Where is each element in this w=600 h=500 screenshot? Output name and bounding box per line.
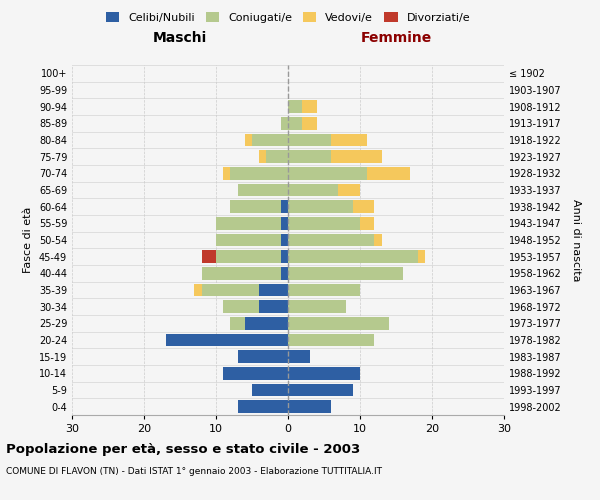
Bar (288, 200, 353, 213)
Bar (288, 100, 302, 113)
Y-axis label: Fasce di età: Fasce di età (23, 207, 33, 273)
Bar (281, 250, 288, 263)
Bar (223, 367, 288, 380)
Bar (281, 267, 288, 280)
Bar (374, 234, 382, 246)
Bar (338, 184, 360, 196)
Bar (223, 167, 230, 179)
Bar (288, 384, 353, 396)
Bar (245, 134, 252, 146)
Bar (259, 284, 288, 296)
Bar (266, 150, 288, 163)
Bar (288, 300, 346, 313)
Text: COMUNE DI FLAVON (TN) - Dati ISTAT 1° gennaio 2003 - Elaborazione TUTTITALIA.IT: COMUNE DI FLAVON (TN) - Dati ISTAT 1° ge… (6, 468, 382, 476)
Bar (288, 334, 374, 346)
Bar (331, 150, 382, 163)
Bar (194, 284, 202, 296)
Bar (281, 200, 288, 213)
Bar (281, 117, 288, 130)
Bar (288, 267, 403, 280)
Bar (259, 300, 288, 313)
Bar (360, 217, 374, 230)
Y-axis label: Anni di nascita: Anni di nascita (571, 198, 581, 281)
Bar (331, 134, 367, 146)
Bar (288, 234, 374, 246)
Bar (202, 250, 216, 263)
Bar (230, 200, 281, 213)
Bar (216, 234, 281, 246)
Text: Femmine: Femmine (361, 31, 431, 45)
Bar (202, 284, 259, 296)
Bar (238, 400, 288, 413)
Bar (288, 150, 331, 163)
Bar (302, 100, 317, 113)
Bar (238, 350, 288, 363)
Bar (216, 250, 281, 263)
Bar (252, 384, 288, 396)
Text: Popolazione per età, sesso e stato civile - 2003: Popolazione per età, sesso e stato civil… (6, 442, 360, 456)
Bar (288, 400, 331, 413)
Bar (418, 250, 425, 263)
Bar (288, 350, 310, 363)
Bar (302, 117, 317, 130)
Bar (288, 217, 360, 230)
Bar (252, 134, 288, 146)
Bar (288, 367, 360, 380)
Bar (230, 167, 288, 179)
Legend: Celibi/Nubili, Coniugati/e, Vedovi/e, Divorziati/e: Celibi/Nubili, Coniugati/e, Vedovi/e, Di… (101, 8, 475, 28)
Bar (259, 150, 266, 163)
Bar (288, 117, 302, 130)
Bar (288, 167, 367, 179)
Bar (288, 317, 389, 330)
Bar (238, 184, 288, 196)
Bar (288, 250, 418, 263)
Bar (288, 184, 338, 196)
Bar (281, 234, 288, 246)
Bar (230, 317, 245, 330)
Bar (245, 317, 288, 330)
Bar (288, 134, 331, 146)
Bar (367, 167, 410, 179)
Bar (223, 300, 259, 313)
Bar (353, 200, 374, 213)
Text: Maschi: Maschi (153, 31, 207, 45)
Bar (281, 217, 288, 230)
Bar (216, 217, 281, 230)
Bar (202, 267, 281, 280)
Bar (166, 334, 288, 346)
Bar (288, 284, 360, 296)
